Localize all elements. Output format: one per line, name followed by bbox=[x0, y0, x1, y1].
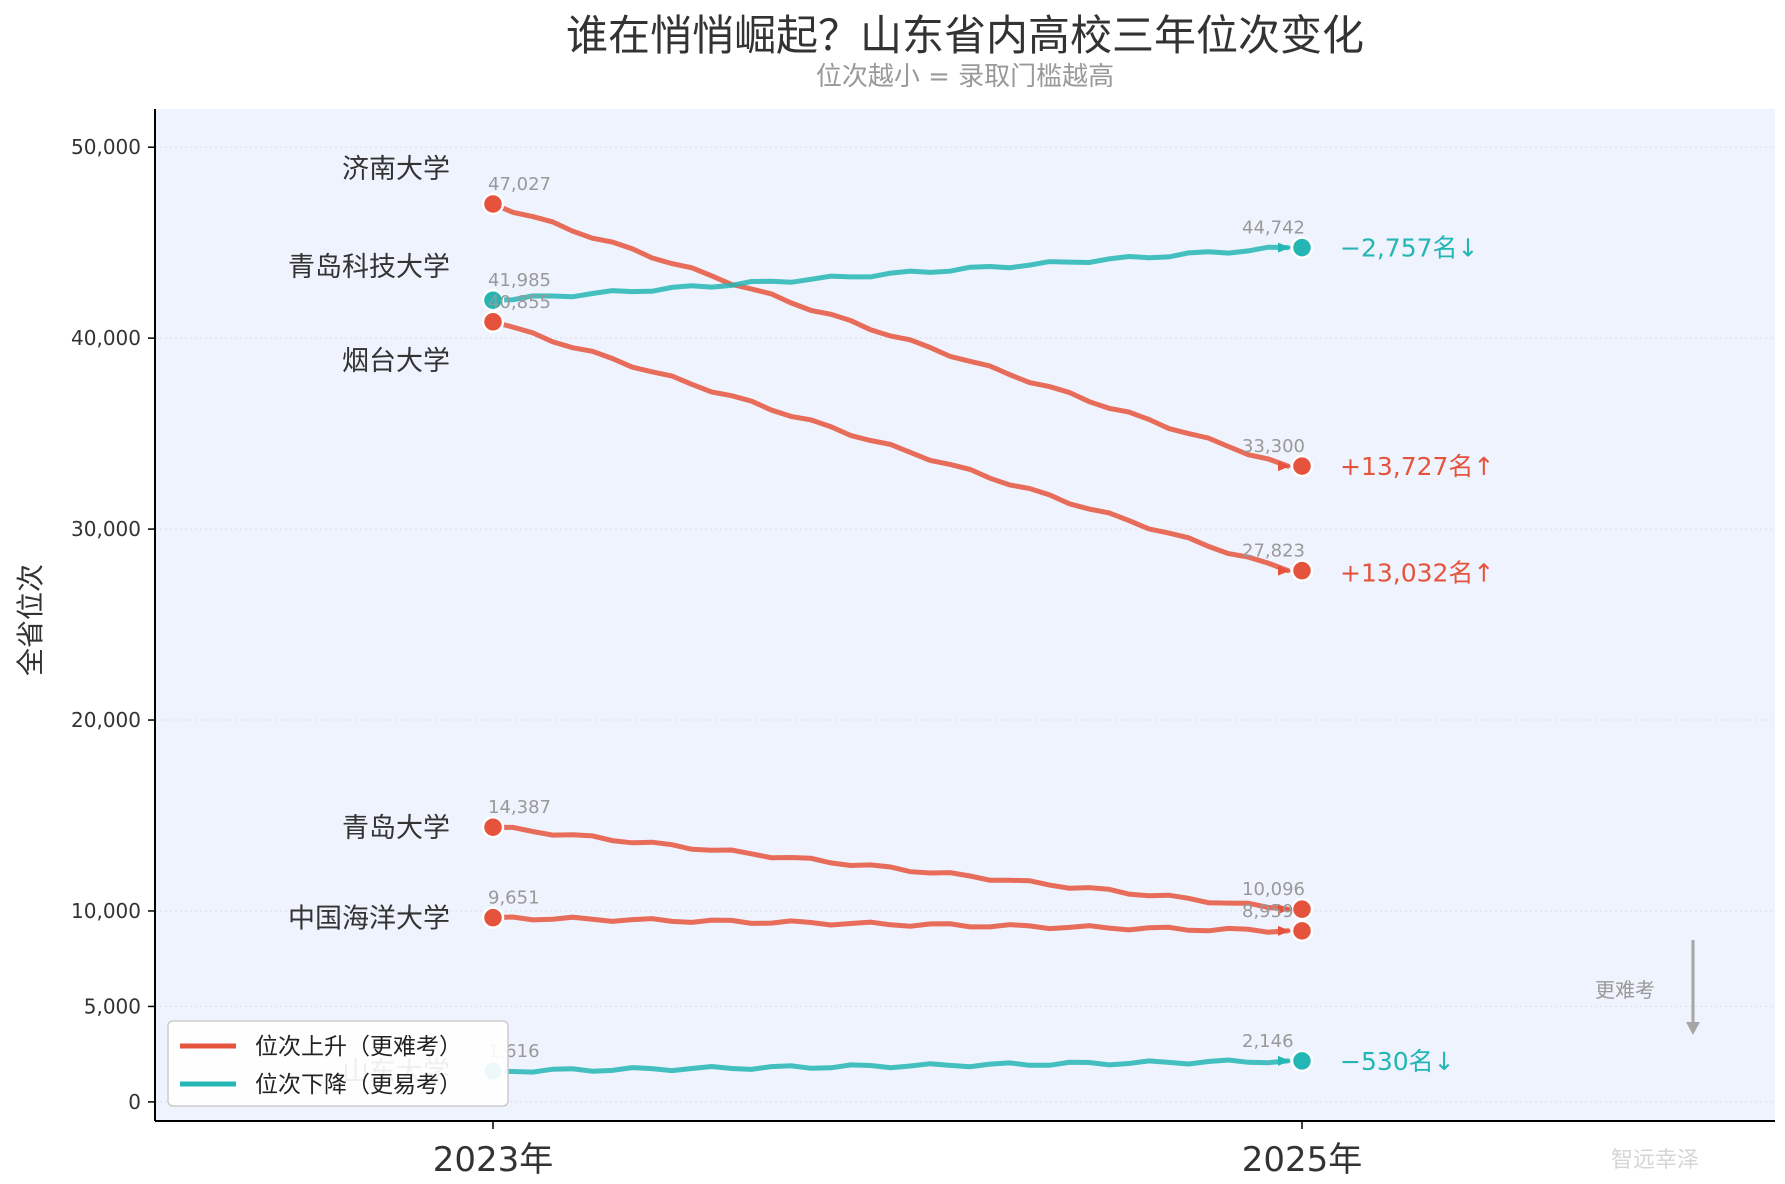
data-label: 33,300 bbox=[1242, 436, 1305, 457]
data-label: 40,855 bbox=[488, 292, 551, 313]
plot-area bbox=[155, 109, 1775, 1121]
y-tick-label: 40,000 bbox=[71, 326, 141, 350]
school-name-label: 烟台大学 bbox=[342, 346, 450, 377]
arrowhead-icon bbox=[1278, 904, 1290, 915]
series-line bbox=[490, 824, 1291, 912]
data-label: 41,985 bbox=[488, 270, 551, 291]
series-line bbox=[490, 1057, 1291, 1075]
series-line bbox=[490, 201, 1291, 469]
change-label: −530名↓ bbox=[1340, 1047, 1455, 1076]
data-label: 47,027 bbox=[488, 174, 551, 195]
data-label: 8,959 bbox=[1242, 901, 1294, 922]
change-label: +13,727名↑ bbox=[1340, 452, 1494, 481]
data-point bbox=[1290, 454, 1314, 478]
data-label: 27,823 bbox=[1242, 541, 1305, 562]
x-tick-label: 2025年 bbox=[1242, 1140, 1363, 1180]
data-label: 14,387 bbox=[488, 797, 551, 818]
y-tick-label: 5,000 bbox=[84, 994, 141, 1018]
legend-label-up: 位次上升（更难考） bbox=[255, 1034, 462, 1060]
data-point bbox=[481, 906, 505, 929]
harder-note: 更难考 bbox=[1595, 978, 1655, 1002]
data-point bbox=[1290, 919, 1314, 943]
chart-subtitle: 位次越小 = 录取门槛越高 bbox=[816, 62, 1114, 92]
change-label: +13,032名↑ bbox=[1340, 559, 1494, 588]
y-tick-label: 30,000 bbox=[71, 517, 141, 541]
data-label: 2,146 bbox=[1242, 1031, 1294, 1052]
y-tick-label: 20,000 bbox=[71, 708, 141, 732]
data-point bbox=[1290, 559, 1314, 582]
school-name-label: 青岛大学 bbox=[342, 813, 450, 844]
data-label: 9,651 bbox=[488, 888, 540, 909]
legend-label-down: 位次下降（更易考） bbox=[255, 1072, 462, 1098]
school-name-label: 中国海洋大学 bbox=[288, 904, 450, 935]
legend: 位次上升（更难考） 位次下降（更易考） bbox=[167, 1020, 509, 1107]
change-label: −2,757名↓ bbox=[1340, 234, 1478, 263]
series-line bbox=[490, 319, 1291, 574]
watermark: 智远幸泽 bbox=[1611, 1148, 1699, 1173]
arrow-head-icon bbox=[1686, 1022, 1700, 1035]
data-point bbox=[481, 815, 505, 839]
y-tick-label: 10,000 bbox=[71, 899, 141, 923]
y-axis-ticks: 0 5,000 10,000 20,000 30,000 40,000 50,000 bbox=[71, 135, 155, 1114]
data-point bbox=[481, 192, 505, 216]
arrowhead-icon bbox=[1278, 1055, 1290, 1066]
arrowhead-icon bbox=[1278, 925, 1290, 936]
data-point bbox=[1290, 1049, 1314, 1073]
data-point bbox=[481, 310, 505, 334]
school-name-label: 济南大学 bbox=[342, 154, 450, 185]
data-label: 44,742 bbox=[1242, 218, 1305, 239]
series-lines bbox=[490, 201, 1291, 1075]
y-tick-label: 0 bbox=[128, 1090, 141, 1114]
series-labels: 济南大学 47,027 33,300 +13,727名↑ 青岛科技大学 41,985 44,… bbox=[288, 154, 1494, 1088]
arrowhead-icon bbox=[1278, 461, 1290, 472]
x-tick-label: 2023年 bbox=[433, 1140, 554, 1180]
data-point bbox=[1290, 236, 1314, 259]
chart-title: 谁在悄悄崛起？山东省内高校三年位次变化 bbox=[566, 11, 1364, 60]
y-axis-label: 全省位次 bbox=[14, 564, 47, 676]
arrowhead-icon bbox=[1278, 242, 1290, 253]
school-name-label: 青岛科技大学 bbox=[288, 252, 450, 283]
data-point bbox=[481, 288, 505, 312]
x-axis-ticks: 2023年 2025年 bbox=[433, 1121, 1363, 1180]
series-line bbox=[490, 914, 1291, 935]
series-line bbox=[490, 244, 1291, 303]
data-point bbox=[1290, 897, 1314, 921]
harder-annotation: 更难考 bbox=[1595, 940, 1700, 1035]
y-tick-label: 50,000 bbox=[71, 135, 141, 159]
data-label: 10,096 bbox=[1242, 879, 1305, 900]
arrowhead-icon bbox=[1278, 565, 1290, 576]
legend-box bbox=[167, 1020, 509, 1107]
